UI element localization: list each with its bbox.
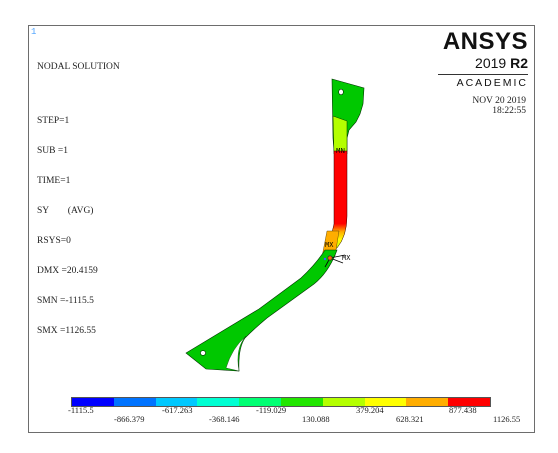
contour-legend-bar — [71, 397, 491, 407]
legend-tick-9: 877.438 — [449, 405, 477, 415]
window-number-marker: 1 — [31, 27, 37, 37]
legend-swatch-9 — [406, 398, 449, 406]
ansys-logo: ANSYS 2019 R2 ACADEMIC — [438, 30, 528, 89]
brand-divider — [438, 74, 528, 75]
info-dmx: DMX =20.4159 — [37, 266, 98, 276]
plot-window: 1 NODAL SOLUTION STEP=1 SUB =1 TIME=1 SY… — [28, 25, 535, 433]
legend-swatch-2 — [113, 398, 156, 406]
info-sub: SUB =1 — [37, 146, 68, 156]
legend-tick-10: 1126.55 — [493, 414, 521, 424]
min-label: MN — [336, 148, 345, 156]
legend-tick-8: 628.321 — [396, 414, 424, 424]
legend-swatch-8 — [364, 398, 407, 406]
bottom-hole — [200, 350, 206, 356]
info-smn: SMN =-1115.5 — [37, 296, 94, 306]
max-label-2: MX — [342, 255, 351, 263]
legend-tick-4: -368.146 — [209, 414, 240, 424]
bracket-notch — [225, 335, 247, 372]
legend-swatch-7 — [322, 398, 365, 406]
legend-tick-2: -866.379 — [114, 414, 145, 424]
legend-tick-5: -119.029 — [256, 405, 287, 415]
legend-tick-6: 130.088 — [302, 414, 330, 424]
info-rsys: RSYS=0 — [37, 236, 71, 246]
info-step: STEP=1 — [37, 116, 70, 126]
info-sy: SY (AVG) — [37, 206, 94, 216]
fea-model-view[interactable]: MN MX MX — [29, 26, 536, 434]
legend-swatch-5 — [239, 398, 281, 406]
info-title: NODAL SOLUTION — [37, 62, 120, 72]
brand-version: 2019 R2 — [475, 55, 528, 71]
legend-swatch-10 — [448, 398, 490, 406]
info-time: TIME=1 — [37, 176, 71, 186]
timestamp-time: 18:22:55 — [492, 106, 526, 116]
bracket-lower-arm — [185, 249, 338, 372]
solution-info-block: NODAL SOLUTION STEP=1 SUB =1 TIME=1 SY (… — [37, 42, 120, 356]
timestamp-date: NOV 20 2019 — [472, 96, 526, 106]
max-label: MX — [325, 242, 334, 250]
legend-swatch-6 — [280, 398, 323, 406]
legend-tick-1: -1115.5 — [68, 405, 94, 415]
axis-triad-icon — [323, 254, 346, 268]
legend-swatch-4 — [197, 398, 240, 406]
legend-tick-3: -617.263 — [162, 405, 193, 415]
info-smx: SMX =1126.55 — [37, 326, 96, 336]
brand-edition: ACADEMIC — [456, 77, 528, 89]
top-hole — [338, 88, 344, 96]
legend-swatch-1 — [72, 398, 114, 406]
brand-name: ANSYS — [442, 28, 528, 55]
timestamp: NOV 20 2019 18:22:55 — [416, 96, 526, 116]
legend-tick-7: 379.204 — [356, 405, 384, 415]
legend-swatch-3 — [155, 398, 198, 406]
